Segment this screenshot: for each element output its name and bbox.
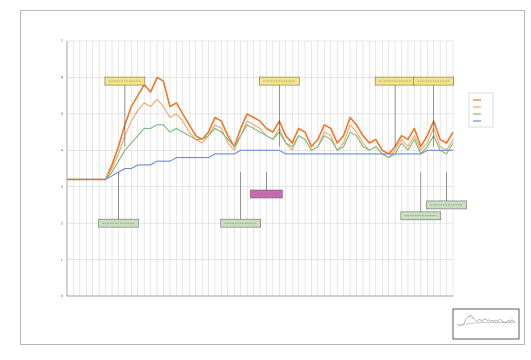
y-tick-label: 0 xyxy=(61,294,63,298)
series-lines xyxy=(67,76,454,181)
y-tick-label: 6 xyxy=(61,76,63,80)
legend xyxy=(468,92,494,128)
y-tick-label: 2 xyxy=(61,221,63,225)
line-chart: 0 1 2 3 4 5 6 7 xyxy=(61,39,520,340)
callout-6 xyxy=(220,172,261,228)
legend-box xyxy=(468,92,494,128)
thumbnail-inset xyxy=(452,308,520,340)
thumbnail-line-2 xyxy=(457,322,515,326)
y-tick-label: 7 xyxy=(61,39,63,43)
axes xyxy=(66,41,453,297)
series-line-4 xyxy=(67,149,453,180)
thumbnail-frame xyxy=(452,308,520,340)
callout-boxes xyxy=(98,76,467,228)
chart-frame: 0 1 2 3 4 5 6 7 xyxy=(20,10,525,345)
y-tick-label: 1 xyxy=(61,258,63,262)
series-line-3 xyxy=(67,124,454,180)
callout-7 xyxy=(400,172,442,221)
callout-4 xyxy=(413,76,454,147)
y-tick-labels: 0 1 2 3 4 5 6 7 xyxy=(61,39,64,298)
callout-9 xyxy=(250,172,283,199)
callout-2 xyxy=(259,76,300,147)
y-tick-label: 3 xyxy=(61,185,63,189)
callout-1 xyxy=(104,76,146,147)
y-tick-label: 5 xyxy=(61,112,63,116)
callout-box xyxy=(250,189,283,199)
callout-8 xyxy=(426,172,467,210)
y-tick-label: 4 xyxy=(61,148,64,152)
callout-5 xyxy=(98,172,139,228)
